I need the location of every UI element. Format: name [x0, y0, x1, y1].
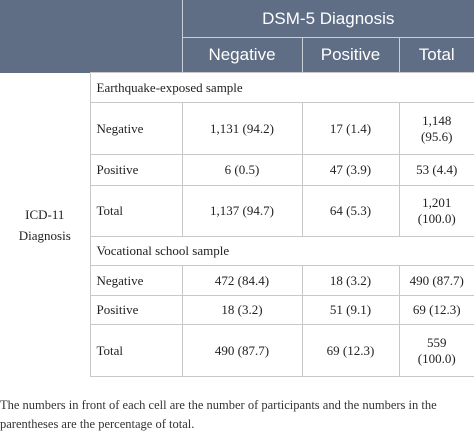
dsm5-diagnosis-header: DSM-5 Diagnosis [181, 0, 474, 38]
table-row: Total 1,137 (94.7) 64 (5.3) 1,201 (100.0… [0, 185, 474, 237]
cell-total: 559 (100.0) [398, 324, 474, 377]
table-footnote: The numbers in front of each cell are th… [0, 398, 437, 431]
cell-positive: 17 (1.4) [301, 102, 399, 155]
cell-positive: 69 (12.3) [301, 324, 399, 377]
cell-positive: 18 (3.2) [301, 265, 399, 296]
table-row: Positive 6 (0.5) 47 (3.9) 53 (4.4) [0, 154, 474, 186]
table-row: Positive 18 (3.2) 51 (9.1) 69 (12.3) [0, 295, 474, 325]
row-header-line-1: ICD-11 [25, 206, 65, 222]
section-title-earthquake: Earthquake-exposed sample [90, 72, 474, 103]
cell-total-line-2: (95.6) [421, 128, 453, 144]
cell-total-line-2: (100.0) [417, 211, 456, 226]
cell-total: 490 (87.7) [398, 265, 474, 296]
cell-negative: 490 (87.7) [181, 324, 302, 377]
cell-negative: 1,137 (94.7) [181, 185, 302, 237]
cell-negative: 472 (84.4) [181, 265, 302, 296]
table-row: Negative 1,131 (94.2) 17 (1.4) 1,148 (95… [0, 102, 474, 155]
row-label: Total [89, 324, 182, 377]
cell-total-line-2: (100.0) [417, 350, 456, 366]
row-label: Total [89, 185, 182, 237]
crosstab-table-container: DSM-5 Diagnosis Negative Positive Total … [0, 0, 474, 377]
row-label: Negative [89, 265, 182, 296]
column-header-negative: Negative [181, 37, 302, 73]
cell-positive: 47 (3.9) [301, 154, 399, 186]
column-header-positive: Positive [301, 37, 399, 73]
cell-total-line-1: 1,201 [422, 195, 452, 210]
cell-total-line-1: 559 [427, 334, 447, 350]
header-blank-cell-1 [0, 0, 90, 73]
cell-total: 69 (12.3) [398, 295, 474, 325]
header-blank-cell-2 [90, 0, 182, 73]
cell-negative: 6 (0.5) [181, 154, 302, 186]
row-header-line-2: Diagnosis [18, 227, 71, 243]
row-label: Positive [89, 295, 182, 325]
cell-total: 1,148 (95.6) [398, 102, 474, 155]
diagnosis-crosstab-table: DSM-5 Diagnosis Negative Positive Total … [0, 0, 474, 377]
table-row: Negative 472 (84.4) 18 (3.2) 490 (87.7) [0, 265, 474, 296]
row-label: Negative [89, 102, 182, 155]
cell-positive: 51 (9.1) [301, 295, 399, 325]
table-row: Total 490 (87.7) 69 (12.3) 559 (100.0) [0, 324, 474, 377]
icd11-diagnosis-row-header: ICD-11 Diagnosis [0, 72, 91, 377]
cell-negative: 18 (3.2) [181, 295, 302, 325]
cell-total-line-1: 1,148 [422, 112, 452, 128]
cell-total: 1,201 (100.0) [398, 185, 474, 237]
section-title-vocational: Vocational school sample [90, 236, 474, 266]
cell-total: 53 (4.4) [398, 154, 474, 186]
column-header-total: Total [398, 37, 474, 73]
cell-negative: 1,131 (94.2) [181, 102, 302, 155]
cell-positive: 64 (5.3) [301, 185, 399, 237]
row-label: Positive [89, 154, 182, 186]
